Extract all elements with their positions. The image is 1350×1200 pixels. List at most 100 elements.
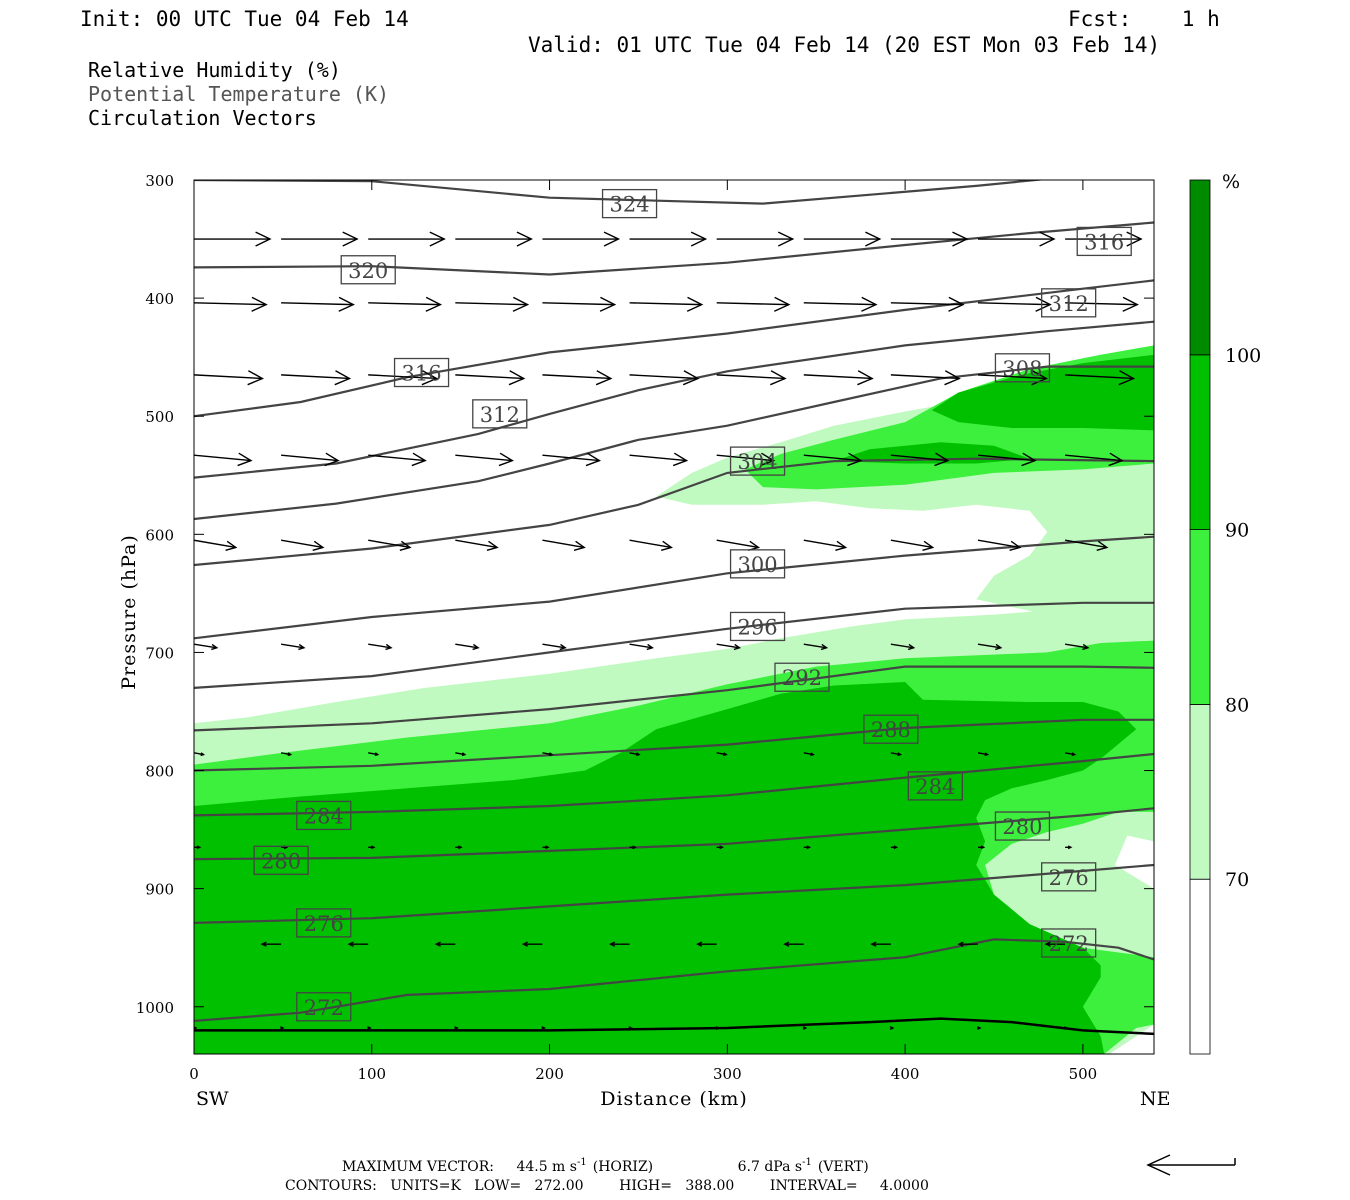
vector-head bbox=[458, 845, 463, 850]
theta-label-272: 272 bbox=[1041, 928, 1097, 958]
circulation-vector bbox=[716, 370, 787, 386]
circulation-vector bbox=[803, 231, 882, 247]
theta-contour-312 bbox=[194, 320, 1154, 479]
theta-label-box bbox=[863, 714, 919, 744]
circulation-vector bbox=[890, 643, 916, 651]
vector-head bbox=[585, 452, 602, 467]
vector-shaft bbox=[803, 374, 873, 380]
theta-label-324: 324 bbox=[601, 188, 658, 219]
theta-contour-304 bbox=[194, 457, 1154, 567]
circulation-vector bbox=[803, 643, 829, 651]
vector-head bbox=[632, 845, 637, 850]
vector-head bbox=[385, 643, 393, 651]
circulation-vector bbox=[368, 752, 380, 757]
circulation-vector bbox=[890, 296, 965, 312]
vector-head bbox=[603, 231, 621, 247]
vector-head bbox=[1021, 452, 1037, 467]
circulation-vector bbox=[367, 1026, 372, 1030]
circulation-vector bbox=[629, 370, 700, 386]
vector-shaft bbox=[629, 374, 698, 380]
vector-head bbox=[1009, 540, 1022, 552]
horiz-unit: (HORIZ) bbox=[593, 1159, 653, 1175]
y-tick-label: 500 bbox=[145, 408, 174, 426]
vector-head bbox=[957, 941, 964, 947]
vector-head bbox=[334, 370, 352, 386]
vector-shaft bbox=[194, 539, 236, 549]
vector-head bbox=[770, 370, 787, 386]
theta-label-text: 276 bbox=[304, 912, 344, 936]
circulation-vector bbox=[716, 452, 776, 467]
circulation-vector bbox=[455, 752, 467, 757]
circulation-vector bbox=[890, 452, 950, 467]
y-tick-label: 700 bbox=[145, 644, 174, 662]
vector-head bbox=[175, 942, 179, 946]
circulation-vector bbox=[978, 231, 1056, 247]
y-axis-label: Pressure (hPa) bbox=[118, 534, 140, 690]
vector-shaft bbox=[281, 374, 350, 380]
colorbar-band bbox=[1189, 354, 1211, 530]
theta-label-292: 292 bbox=[774, 662, 830, 692]
vector-head bbox=[897, 752, 902, 757]
vector-shaft bbox=[280, 752, 291, 756]
vector-head bbox=[995, 643, 1003, 651]
theta-label-text: 272 bbox=[1049, 932, 1089, 956]
circulation-vector bbox=[629, 231, 708, 247]
vector-head bbox=[434, 941, 441, 947]
circulation-vector bbox=[1064, 1026, 1069, 1030]
circulation-vector bbox=[260, 941, 282, 947]
legend-potential-temperature: Potential Temperature (K) bbox=[88, 82, 389, 106]
theta-label-text: 312 bbox=[480, 403, 520, 427]
theta-label-box bbox=[1041, 288, 1097, 318]
vector-head bbox=[628, 1026, 634, 1030]
x-tick-label: 100 bbox=[357, 1065, 386, 1083]
theta-label-box bbox=[729, 611, 786, 642]
vector-head bbox=[521, 941, 529, 947]
vector-head bbox=[1064, 1026, 1069, 1030]
theta-label-text: 324 bbox=[610, 193, 650, 217]
vector-head bbox=[251, 296, 268, 312]
circulation-vector bbox=[368, 539, 412, 552]
vert-unit: (VERT) bbox=[818, 1159, 869, 1175]
vector-shaft bbox=[977, 539, 1020, 549]
vector-head bbox=[498, 452, 514, 467]
vector-head bbox=[682, 370, 700, 386]
vector-head bbox=[835, 540, 848, 552]
theta-label-284: 284 bbox=[907, 771, 963, 801]
theta-label-text: 284 bbox=[915, 775, 955, 799]
circulation-vector bbox=[368, 370, 439, 386]
theta-label-300: 300 bbox=[729, 549, 786, 579]
x-axis-label: Distance (km) bbox=[600, 1088, 748, 1110]
vector-shaft bbox=[803, 539, 846, 549]
vector-shaft bbox=[455, 643, 479, 649]
vector-shaft bbox=[890, 539, 933, 549]
vector-shaft bbox=[368, 643, 392, 649]
circulation-vector bbox=[890, 845, 899, 850]
vector-shaft bbox=[977, 752, 988, 756]
circulation-vector bbox=[696, 941, 717, 947]
vector-head bbox=[200, 752, 206, 757]
vector-head bbox=[1044, 941, 1051, 947]
circulation-vector bbox=[455, 370, 526, 386]
vector-shaft bbox=[455, 454, 513, 462]
vector-head bbox=[260, 941, 267, 947]
theta-label-280: 280 bbox=[253, 845, 309, 875]
valid-time: Valid: 01 UTC Tue 04 Feb 14 (20 EST Mon … bbox=[528, 33, 1160, 57]
y-tick-label: 300 bbox=[145, 172, 174, 190]
theta-label-text: 308 bbox=[1002, 357, 1042, 381]
vector-head bbox=[760, 452, 776, 467]
circulation-vector bbox=[542, 452, 602, 467]
vector-shaft bbox=[368, 539, 411, 549]
vector-shaft bbox=[803, 643, 827, 649]
vector-shaft bbox=[716, 302, 789, 306]
vector-head bbox=[1096, 540, 1109, 552]
sw-end-label: SW bbox=[196, 1088, 229, 1110]
circulation-vector bbox=[803, 539, 848, 552]
circulation-vector bbox=[803, 452, 863, 467]
circulation-vector bbox=[455, 643, 480, 651]
theta-label-text: 304 bbox=[738, 450, 778, 474]
x-tick-label: 400 bbox=[891, 1065, 920, 1083]
vector-head bbox=[280, 1026, 285, 1030]
vector-head bbox=[461, 752, 467, 757]
vector-shaft bbox=[1065, 302, 1138, 306]
horiz-value: 44.5 m s bbox=[516, 1159, 577, 1175]
